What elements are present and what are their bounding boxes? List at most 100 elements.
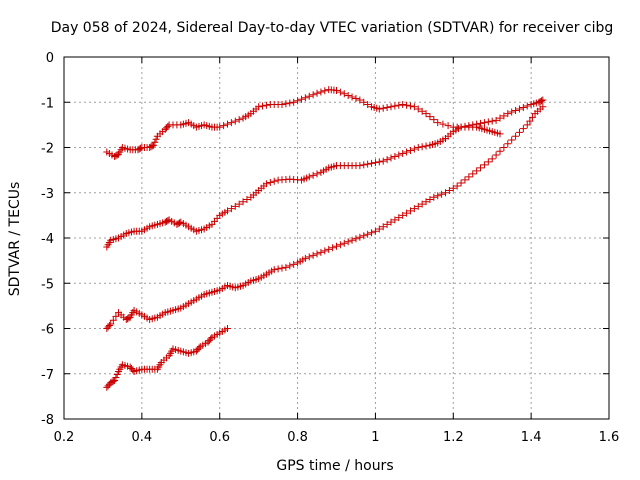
data-point-marker: [360, 98, 368, 106]
data-point-marker: [282, 100, 290, 108]
data-point-marker: [379, 223, 387, 231]
data-point-marker: [235, 200, 243, 208]
data-point-marker: [461, 176, 469, 184]
x-tick-label: 0.8: [287, 430, 308, 445]
data-point-marker: [492, 151, 500, 159]
data-point-marker: [414, 202, 422, 210]
data-point-marker: [224, 325, 231, 332]
data-point-marker: [399, 211, 407, 219]
data-point-marker: [360, 161, 368, 169]
data-point-marker: [461, 122, 469, 130]
data-point-marker: [220, 122, 228, 130]
data-point-marker: [109, 316, 117, 324]
data-point-marker: [406, 207, 414, 215]
data-point-marker: [410, 205, 418, 213]
axis-ticks: 0.2 0.4 0.6 0.8 1 1.2 1.4 1.6 0 -1 -2 -3 -4 -5 -6 -7 -8: [41, 51, 619, 445]
data-point-marker: [539, 96, 547, 104]
data-point-marker: [395, 101, 403, 109]
series-track-2: [103, 96, 547, 251]
data-point-marker: [216, 123, 224, 131]
data-point-marker: [129, 366, 137, 374]
data-point-marker: [255, 103, 263, 111]
data-point-marker: [282, 263, 290, 271]
data-point-marker: [492, 116, 500, 124]
data-point-marker: [227, 205, 235, 213]
data-point-marker: [391, 153, 399, 161]
y-tick-label: 0: [46, 51, 54, 66]
data-point-marker: [449, 184, 457, 192]
data-point-marker: [270, 177, 278, 185]
y-tick-label: -7: [41, 368, 54, 383]
data-point-marker: [348, 236, 356, 244]
data-point-marker: [375, 225, 383, 233]
data-point-marker: [414, 144, 422, 151]
data-point-marker: [538, 97, 546, 105]
x-tick-label: 0.4: [132, 430, 153, 445]
data-point-marker: [488, 117, 496, 125]
data-point-marker: [379, 104, 387, 112]
data-point-marker: [207, 335, 215, 343]
grid-lines: [64, 57, 609, 419]
data-point-marker: [137, 144, 145, 152]
data-point-marker: [113, 371, 121, 379]
data-point-marker: [430, 116, 438, 124]
data-point-marker: [150, 141, 158, 149]
data-point-marker: [111, 377, 119, 385]
x-axis-label: GPS time / hours: [276, 458, 393, 474]
y-tick-label: -4: [41, 232, 54, 247]
data-point-marker: [152, 135, 160, 143]
data-point-marker: [418, 107, 426, 115]
x-tick-label: 1: [371, 430, 379, 445]
data-point-marker: [508, 136, 516, 144]
data-point-marker: [496, 147, 504, 155]
data-point-marker: [107, 320, 115, 328]
data-point-marker: [469, 121, 477, 129]
data-point-marker: [383, 220, 391, 228]
data-point-marker: [301, 254, 309, 262]
data-point-marker: [270, 266, 278, 274]
data-point-marker: [333, 86, 340, 94]
data-point-marker: [305, 173, 313, 181]
data-point-marker: [469, 170, 477, 178]
data-point-marker: [313, 89, 321, 97]
x-tick-label: 1.6: [599, 430, 620, 445]
data-point-marker: [235, 116, 243, 124]
data-point-marker: [391, 102, 399, 110]
data-point-marker: [164, 217, 172, 225]
series-track-3: [103, 103, 547, 332]
data-point-marker: [305, 92, 313, 100]
data-point-marker: [294, 97, 302, 105]
data-point-marker: [434, 119, 442, 127]
data-point-marker: [395, 214, 403, 222]
data-point-marker: [336, 241, 344, 249]
data-point-marker: [112, 374, 120, 382]
data-point-marker: [439, 120, 447, 128]
data-point-marker: [391, 216, 399, 224]
data-point-marker: [317, 88, 325, 96]
data-point-marker: [496, 114, 504, 122]
data-point-marker: [286, 262, 294, 270]
data-points: [103, 86, 547, 391]
data-point-marker: [403, 148, 411, 156]
data-point-marker: [523, 121, 531, 129]
data-point-marker: [344, 238, 352, 246]
data-point-marker: [309, 251, 317, 259]
data-point-marker: [105, 321, 113, 329]
series-track-1: [103, 86, 504, 161]
data-point-marker: [224, 207, 231, 215]
data-point-marker: [422, 142, 430, 150]
chart-title: Day 058 of 2024, Sidereal Day-to-day VTE…: [51, 20, 614, 36]
data-point-marker: [290, 260, 298, 268]
data-point-marker: [375, 158, 383, 166]
y-tick-label: -2: [41, 142, 54, 157]
data-point-marker: [453, 182, 461, 190]
data-point-marker: [278, 101, 286, 109]
data-point-marker: [364, 230, 372, 238]
y-tick-label: -1: [41, 96, 54, 111]
data-point-marker: [399, 150, 407, 158]
data-point-marker: [465, 173, 473, 181]
data-point-marker: [539, 103, 547, 111]
data-point-marker: [526, 117, 534, 125]
data-point-marker: [445, 186, 453, 194]
